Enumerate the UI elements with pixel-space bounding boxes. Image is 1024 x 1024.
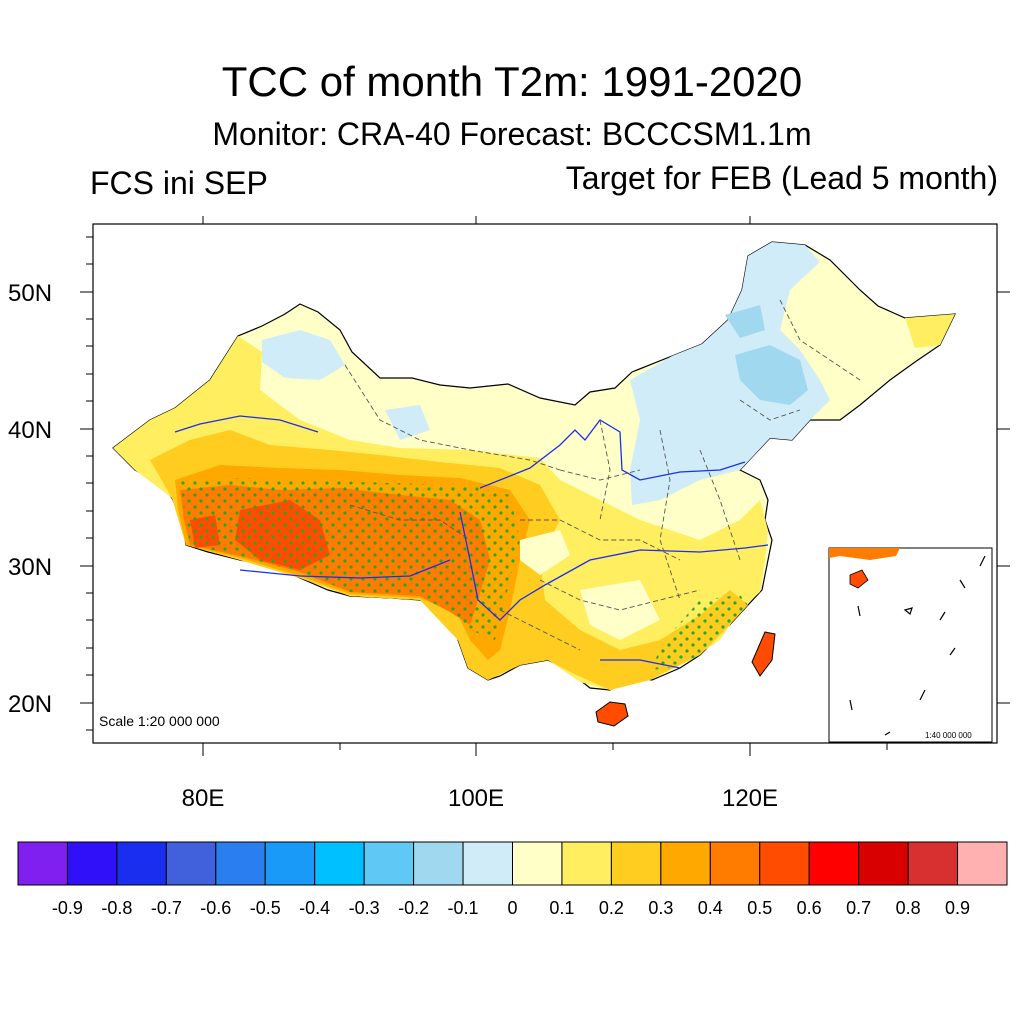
map-panel — [93, 224, 997, 743]
chart-title: TCC of month T2m: 1991-2020 — [221, 58, 803, 105]
lat-tick-label: 20N — [8, 691, 52, 718]
hainan-island — [595, 701, 629, 727]
significance-stipple — [180, 478, 520, 640]
colorbar-swatch — [165, 841, 217, 886]
negative-region-northwest — [262, 330, 345, 380]
colorbar-swatch — [314, 841, 365, 886]
colorbar-swatch — [561, 841, 612, 886]
colorbar-labels: -0.9 -0.8 -0.7 -0.6 -0.5 -0.4 -0.3 -0.2 -0.1 0 0.1… — [52, 898, 970, 918]
colorbar-label: 0.4 — [698, 898, 723, 918]
colorbar-swatch — [17, 841, 68, 886]
latitude-axis — [80, 236, 1010, 731]
colorbar-swatch — [709, 841, 761, 886]
colorbar-label: -0.7 — [151, 898, 182, 918]
colorbar-label: -0.3 — [349, 898, 380, 918]
colorbar-label: 0.2 — [599, 898, 624, 918]
lon-tick-label: 80E — [182, 785, 225, 812]
colorbar-label: -0.1 — [448, 898, 479, 918]
colorbar-swatch — [512, 841, 563, 886]
colorbar-swatch — [808, 841, 860, 886]
colorbar-swatch — [759, 841, 810, 886]
colorbar-swatch — [462, 841, 513, 886]
colorbar-swatch — [660, 841, 711, 886]
scale-label: Scale 1:20 000 000 — [99, 713, 220, 729]
province-borders — [344, 299, 861, 651]
longitude-axis — [202, 216, 888, 756]
colorbar-label: 0.3 — [648, 898, 673, 918]
colorbar-swatch — [66, 841, 118, 886]
negative-region-northeast — [630, 242, 830, 505]
colorbar-swatch — [858, 841, 909, 886]
init-label: FCS ini SEP — [90, 165, 268, 201]
colorbar-label: 0.9 — [945, 898, 970, 918]
colorbar-label: 0.7 — [846, 898, 871, 918]
lon-tick-label: 100E — [448, 785, 504, 812]
lat-tick-label: 50N — [8, 280, 52, 307]
colorbar-label: -0.8 — [101, 898, 132, 918]
lon-tick-label: 120E — [722, 785, 778, 812]
colorbar-label: -0.2 — [398, 898, 429, 918]
colorbar-label: 0 — [507, 898, 517, 918]
south-china-sea-inset: 1:40 000 000 — [828, 547, 993, 743]
colorbar-swatch — [610, 841, 662, 886]
taiwan-island — [751, 631, 776, 677]
inset-scale-label: 1:40 000 000 — [925, 731, 972, 740]
colorbar-swatch — [907, 841, 959, 886]
colorbar-label: -0.6 — [200, 898, 231, 918]
colorbar-swatch — [413, 841, 464, 886]
colorbar-swatch — [363, 841, 415, 886]
colorbar-label: 0.6 — [797, 898, 822, 918]
colorbar-swatch — [116, 841, 167, 886]
lat-tick-label: 30N — [8, 554, 52, 581]
target-label: Target for FEB (Lead 5 month) — [565, 160, 998, 196]
latitude-labels: 50N 40N 30N 20N — [8, 280, 52, 718]
chart-subtitle: Monitor: CRA-40 Forecast: BCCCSM1.1m — [212, 116, 812, 152]
colorbar-label: -0.5 — [250, 898, 281, 918]
colorbar — [17, 841, 1008, 886]
longitude-labels: 80E 100E 120E — [182, 785, 778, 812]
lat-tick-label: 40N — [8, 417, 52, 444]
colorbar-label: -0.9 — [52, 898, 83, 918]
colorbar-label: 0.5 — [747, 898, 772, 918]
colorbar-label: 0.1 — [549, 898, 574, 918]
colorbar-swatch — [215, 841, 266, 886]
colorbar-swatch — [264, 841, 316, 886]
colorbar-swatch — [957, 841, 1008, 886]
colorbar-label: 0.8 — [896, 898, 921, 918]
colorbar-label: -0.4 — [299, 898, 330, 918]
